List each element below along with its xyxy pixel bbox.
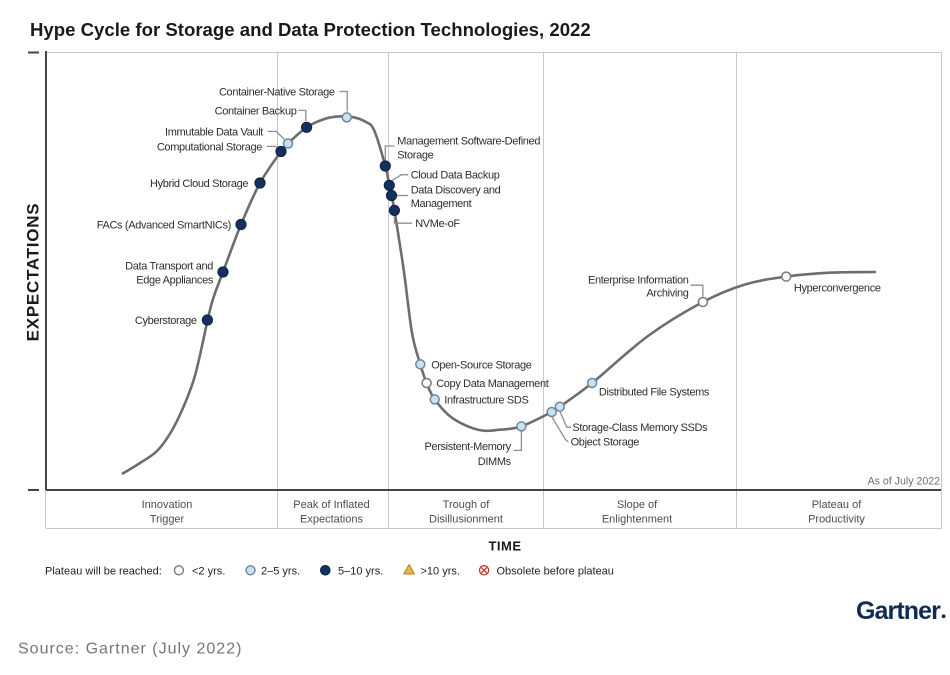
svg-text:NVMe-oF: NVMe-oF	[415, 218, 460, 230]
svg-text:Plateau of: Plateau of	[812, 499, 862, 511]
svg-text:As of July 2022: As of July 2022	[868, 476, 941, 488]
svg-text:Disillusionment: Disillusionment	[429, 514, 503, 526]
svg-text:Computational Storage: Computational Storage	[157, 141, 262, 153]
svg-text:Hybrid Cloud Storage: Hybrid Cloud Storage	[150, 178, 248, 190]
svg-text:Slope of: Slope of	[617, 499, 658, 511]
svg-text:EXPECTATIONS: EXPECTATIONS	[24, 203, 43, 342]
svg-text:Persistent-Memory: Persistent-Memory	[424, 441, 511, 453]
svg-text:Cloud Data Backup: Cloud Data Backup	[411, 170, 500, 182]
svg-text:Storage: Storage	[397, 150, 433, 162]
svg-text:Container-Native Storage: Container-Native Storage	[219, 87, 335, 99]
svg-text:Object Storage: Object Storage	[571, 437, 640, 449]
svg-text:Archiving: Archiving	[646, 288, 688, 300]
svg-text:2–5 yrs.: 2–5 yrs.	[261, 565, 300, 577]
svg-text:TIME: TIME	[488, 539, 521, 554]
svg-text:Source: Gartner (July 2022): Source: Gartner (July 2022)	[18, 641, 242, 658]
svg-text:Storage-Class Memory SSDs: Storage-Class Memory SSDs	[572, 422, 708, 434]
svg-text:Immutable Data Vault: Immutable Data Vault	[165, 126, 263, 138]
svg-text:DIMMs: DIMMs	[478, 456, 512, 468]
svg-text:Gartner: Gartner	[856, 597, 941, 625]
svg-text:Expectations: Expectations	[300, 514, 363, 526]
svg-text:Copy Data Management: Copy Data Management	[436, 378, 549, 390]
svg-text:Plateau will be reached:: Plateau will be reached:	[45, 565, 162, 577]
svg-text:Enterprise Information: Enterprise Information	[588, 274, 689, 286]
svg-text:Productivity: Productivity	[808, 514, 865, 526]
svg-text:Trough of: Trough of	[443, 499, 491, 511]
svg-text:Hyperconvergence: Hyperconvergence	[794, 282, 881, 294]
svg-text:Container Backup: Container Backup	[215, 105, 297, 117]
svg-text:Obsolete before plateau: Obsolete before plateau	[497, 565, 614, 577]
svg-text:Data Transport and: Data Transport and	[125, 260, 213, 272]
svg-text:Management: Management	[411, 198, 472, 210]
svg-text:Open-Source Storage: Open-Source Storage	[431, 359, 532, 371]
svg-text:Enlightenment: Enlightenment	[602, 514, 672, 526]
svg-text:Innovation: Innovation	[142, 499, 193, 511]
svg-text:>10 yrs.: >10 yrs.	[421, 565, 460, 577]
svg-text:Management Software-Defined: Management Software-Defined	[397, 136, 540, 148]
svg-text:Data Discovery and: Data Discovery and	[411, 184, 501, 196]
svg-text:5–10 yrs.: 5–10 yrs.	[338, 565, 383, 577]
svg-text:Peak of Inflated: Peak of Inflated	[293, 499, 369, 511]
svg-text:Trigger: Trigger	[150, 514, 185, 526]
svg-text:Hype Cycle for Storage and Dat: Hype Cycle for Storage and Data Protecti…	[30, 19, 591, 40]
svg-text:Cyberstorage: Cyberstorage	[135, 315, 197, 327]
svg-text:<2 yrs.: <2 yrs.	[192, 565, 225, 577]
svg-text:FACs (Advanced SmartNICs): FACs (Advanced SmartNICs)	[97, 220, 231, 232]
svg-text:Edge Appliances: Edge Appliances	[136, 274, 214, 286]
svg-text:Distributed File Systems: Distributed File Systems	[599, 387, 710, 399]
svg-text:Infrastructure SDS: Infrastructure SDS	[444, 394, 528, 406]
